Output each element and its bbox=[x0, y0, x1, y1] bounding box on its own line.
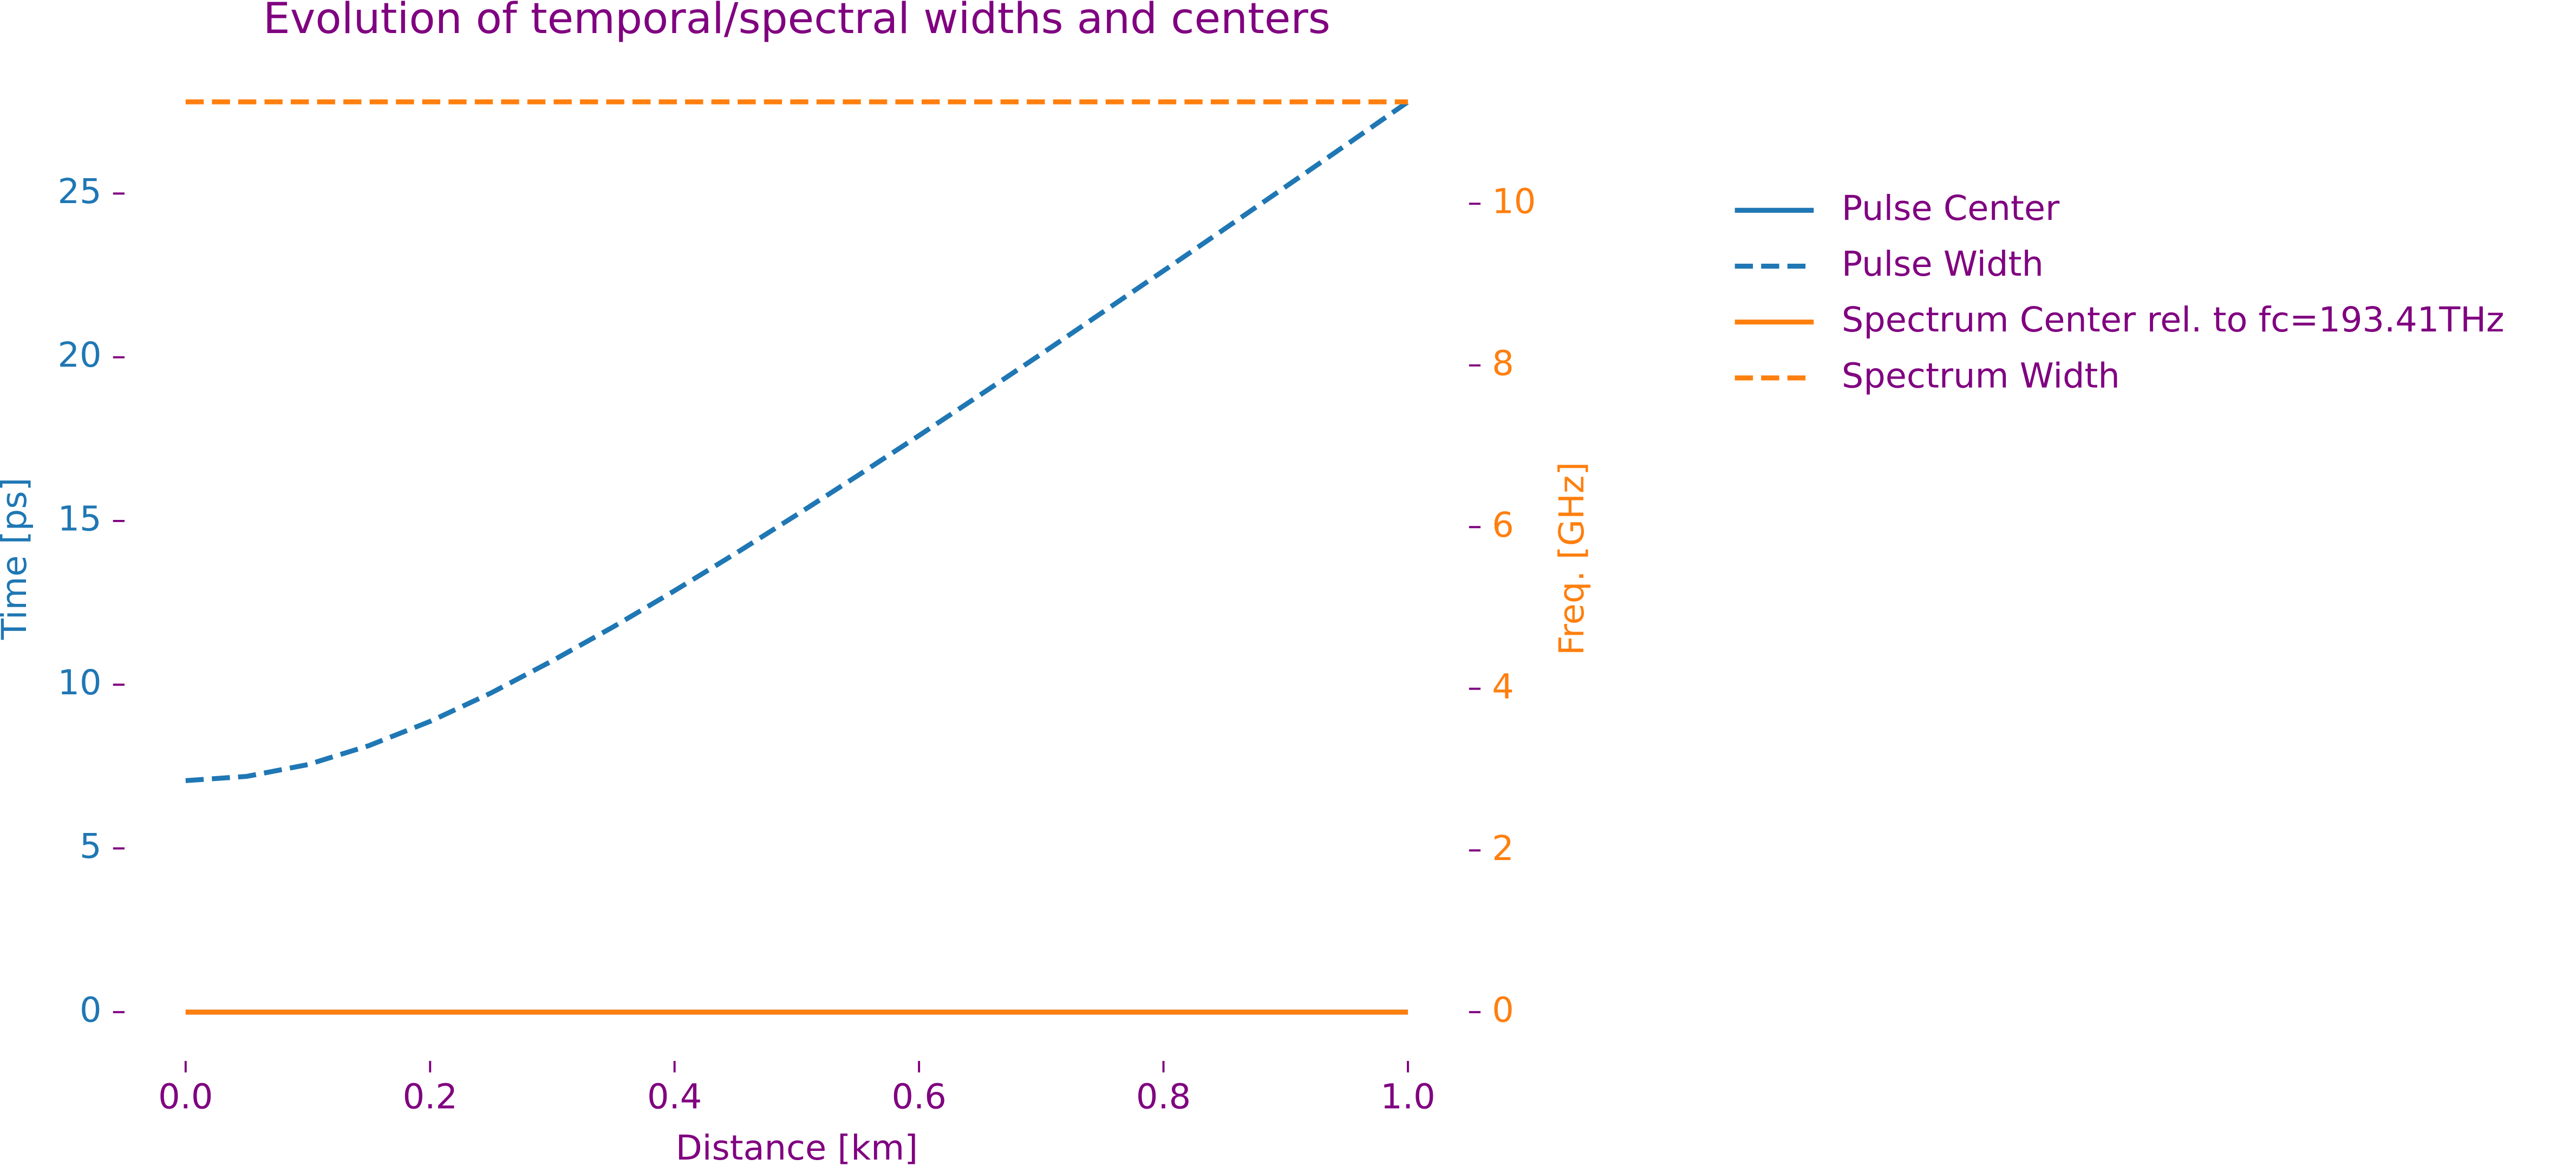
x-tick-label: 0.8 bbox=[1136, 1077, 1191, 1117]
legend-label: Pulse Center bbox=[1842, 188, 2060, 229]
y2-tick-label: 2 bbox=[1492, 829, 1514, 869]
y2-tick-label: 6 bbox=[1492, 505, 1514, 545]
y-tick-label: 5 bbox=[80, 826, 102, 867]
y2-tick-label: 8 bbox=[1492, 343, 1514, 383]
y-tick-label: 10 bbox=[57, 663, 101, 703]
y-tick-label: 20 bbox=[57, 335, 101, 375]
y2-tick-label: 4 bbox=[1492, 667, 1514, 707]
x-tick-label: 0.0 bbox=[158, 1077, 213, 1117]
legend-label: Spectrum Width bbox=[1842, 356, 2120, 396]
series-line bbox=[185, 100, 1410, 783]
y2-axis-label: Freq. [GHz] bbox=[1552, 462, 1592, 655]
legend-label: Spectrum Center rel. to fc=193.41THz bbox=[1842, 300, 2505, 340]
x-axis-label: Distance [km] bbox=[676, 1128, 918, 1168]
x-tick-label: 1.0 bbox=[1380, 1077, 1435, 1117]
y2-tick-label: 10 bbox=[1492, 182, 1536, 222]
y-tick-label: 0 bbox=[80, 990, 102, 1030]
y-tick-label: 25 bbox=[57, 172, 101, 212]
y-tick-label: 15 bbox=[57, 499, 101, 539]
chart-title: Evolution of temporal/spectral widths an… bbox=[263, 0, 1331, 43]
y2-tick-label: 0 bbox=[1492, 990, 1514, 1030]
x-tick-label: 0.2 bbox=[403, 1077, 458, 1117]
x-tick-label: 0.6 bbox=[891, 1077, 946, 1117]
y-axis-label: Time [ps] bbox=[0, 478, 35, 640]
x-tick-label: 0.4 bbox=[647, 1077, 702, 1117]
legend-label: Pulse Width bbox=[1842, 244, 2044, 284]
